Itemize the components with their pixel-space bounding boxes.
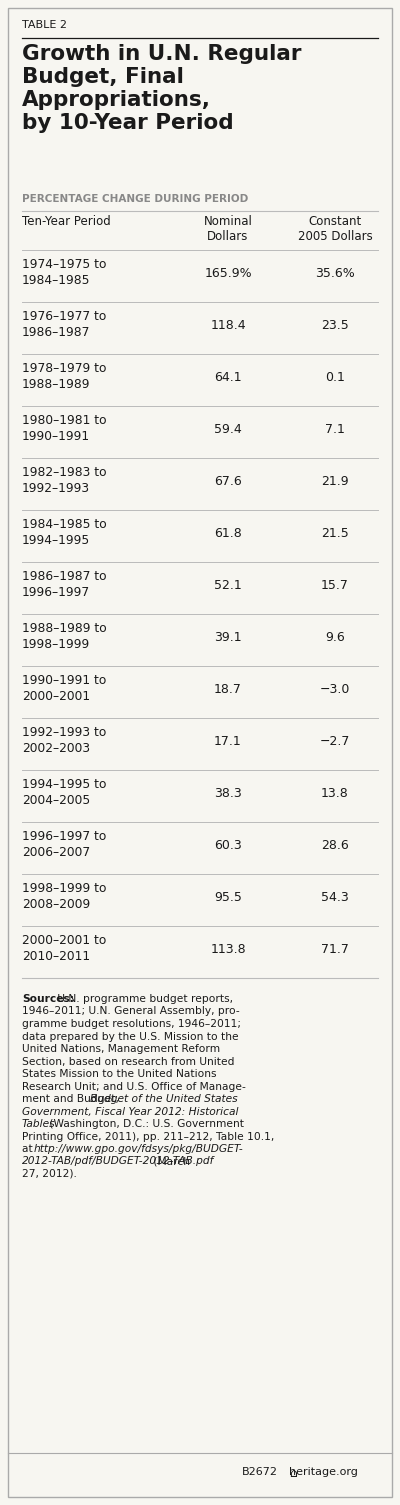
Text: ment and Budget,: ment and Budget, [22,1094,122,1105]
Text: 0.1: 0.1 [325,372,345,384]
Text: 23.5: 23.5 [321,319,349,333]
Text: 35.6%: 35.6% [315,266,355,280]
Text: 17.1: 17.1 [214,734,242,748]
Text: 1992–1993 to
2002–2003: 1992–1993 to 2002–2003 [22,725,106,756]
Text: 1998–1999 to
2008–2009: 1998–1999 to 2008–2009 [22,882,106,911]
Text: 2000–2001 to
2010–2011: 2000–2001 to 2010–2011 [22,935,106,963]
Text: gramme budget resolutions, 1946–2011;: gramme budget resolutions, 1946–2011; [22,1019,241,1029]
Text: 67.6: 67.6 [214,476,242,488]
Text: at: at [22,1144,36,1154]
Text: Growth in U.N. Regular
Budget, Final
Appropriations,
by 10-Year Period: Growth in U.N. Regular Budget, Final App… [22,44,302,132]
Text: Constant
2005 Dollars: Constant 2005 Dollars [298,215,372,244]
Text: 1976–1977 to
1986–1987: 1976–1977 to 1986–1987 [22,310,106,339]
Text: Section, based on research from United: Section, based on research from United [22,1057,234,1067]
Text: 54.3: 54.3 [321,891,349,905]
Text: heritage.org: heritage.org [289,1467,358,1476]
Text: 15.7: 15.7 [321,579,349,591]
Text: 7.1: 7.1 [325,423,345,436]
Text: 1980–1981 to
1990–1991: 1980–1981 to 1990–1991 [22,414,107,442]
Text: 1946–2011; U.N. General Assembly, pro-: 1946–2011; U.N. General Assembly, pro- [22,1007,240,1016]
Text: PERCENTAGE CHANGE DURING PERIOD: PERCENTAGE CHANGE DURING PERIOD [22,194,248,205]
Text: (March: (March [150,1156,190,1166]
Text: 1982–1983 to
1992–1993: 1982–1983 to 1992–1993 [22,467,107,495]
Text: United Nations, Management Reform: United Nations, Management Reform [22,1044,220,1054]
Text: 9.6: 9.6 [325,631,345,644]
Text: 52.1: 52.1 [214,579,242,591]
Text: 71.7: 71.7 [321,944,349,956]
Text: Budget of the United States: Budget of the United States [90,1094,238,1105]
Text: 13.8: 13.8 [321,787,349,801]
Text: 21.9: 21.9 [321,476,349,488]
Text: 38.3: 38.3 [214,787,242,801]
Text: 28.6: 28.6 [321,838,349,852]
Text: 60.3: 60.3 [214,838,242,852]
Text: Research Unit; and U.S. Office of Manage-: Research Unit; and U.S. Office of Manage… [22,1082,246,1091]
Text: 1986–1987 to
1996–1997: 1986–1987 to 1996–1997 [22,570,107,599]
Text: 39.1: 39.1 [214,631,242,644]
Text: http://www.gpo.gov/fdsys/pkg/BUDGET-: http://www.gpo.gov/fdsys/pkg/BUDGET- [34,1144,244,1154]
Text: Government, Fiscal Year 2012: Historical: Government, Fiscal Year 2012: Historical [22,1106,238,1117]
Text: B2672: B2672 [242,1467,278,1476]
Text: 118.4: 118.4 [210,319,246,333]
Text: 165.9%: 165.9% [204,266,252,280]
Text: 61.8: 61.8 [214,527,242,540]
Text: 21.5: 21.5 [321,527,349,540]
Text: 1984–1985 to
1994–1995: 1984–1985 to 1994–1995 [22,518,107,548]
Text: 1988–1989 to
1998–1999: 1988–1989 to 1998–1999 [22,622,107,652]
Text: (Washington, D.C.: U.S. Government: (Washington, D.C.: U.S. Government [46,1120,244,1129]
Text: 1978–1979 to
1988–1989: 1978–1979 to 1988–1989 [22,363,106,391]
Text: U.N. programme budget reports,: U.N. programme budget reports, [54,993,233,1004]
Text: 1994–1995 to
2004–2005: 1994–1995 to 2004–2005 [22,778,106,807]
Text: 2012-TAB/pdf/BUDGET-2012-TAB.pdf: 2012-TAB/pdf/BUDGET-2012-TAB.pdf [22,1156,214,1166]
Text: 1996–1997 to
2006–2007: 1996–1997 to 2006–2007 [22,829,106,859]
Text: data prepared by the U.S. Mission to the: data prepared by the U.S. Mission to the [22,1031,239,1041]
Text: Tables: Tables [22,1120,56,1129]
Text: 95.5: 95.5 [214,891,242,905]
Text: States Mission to the United Nations: States Mission to the United Nations [22,1069,216,1079]
Text: ⌂: ⌂ [289,1467,297,1479]
Text: 1974–1975 to
1984–1985: 1974–1975 to 1984–1985 [22,257,106,287]
Text: 113.8: 113.8 [210,944,246,956]
Text: 64.1: 64.1 [214,372,242,384]
Text: TABLE 2: TABLE 2 [22,20,67,30]
Text: −2.7: −2.7 [320,734,350,748]
Text: 59.4: 59.4 [214,423,242,436]
Text: −3.0: −3.0 [320,683,350,695]
Text: 1990–1991 to
2000–2001: 1990–1991 to 2000–2001 [22,674,106,703]
Text: 27, 2012).: 27, 2012). [22,1169,77,1178]
Text: Sources:: Sources: [22,993,74,1004]
Text: Printing Office, 2011), pp. 211–212, Table 10.1,: Printing Office, 2011), pp. 211–212, Tab… [22,1132,274,1141]
Text: Ten-Year Period: Ten-Year Period [22,215,111,227]
Text: 18.7: 18.7 [214,683,242,695]
Text: Nominal
Dollars: Nominal Dollars [204,215,252,244]
